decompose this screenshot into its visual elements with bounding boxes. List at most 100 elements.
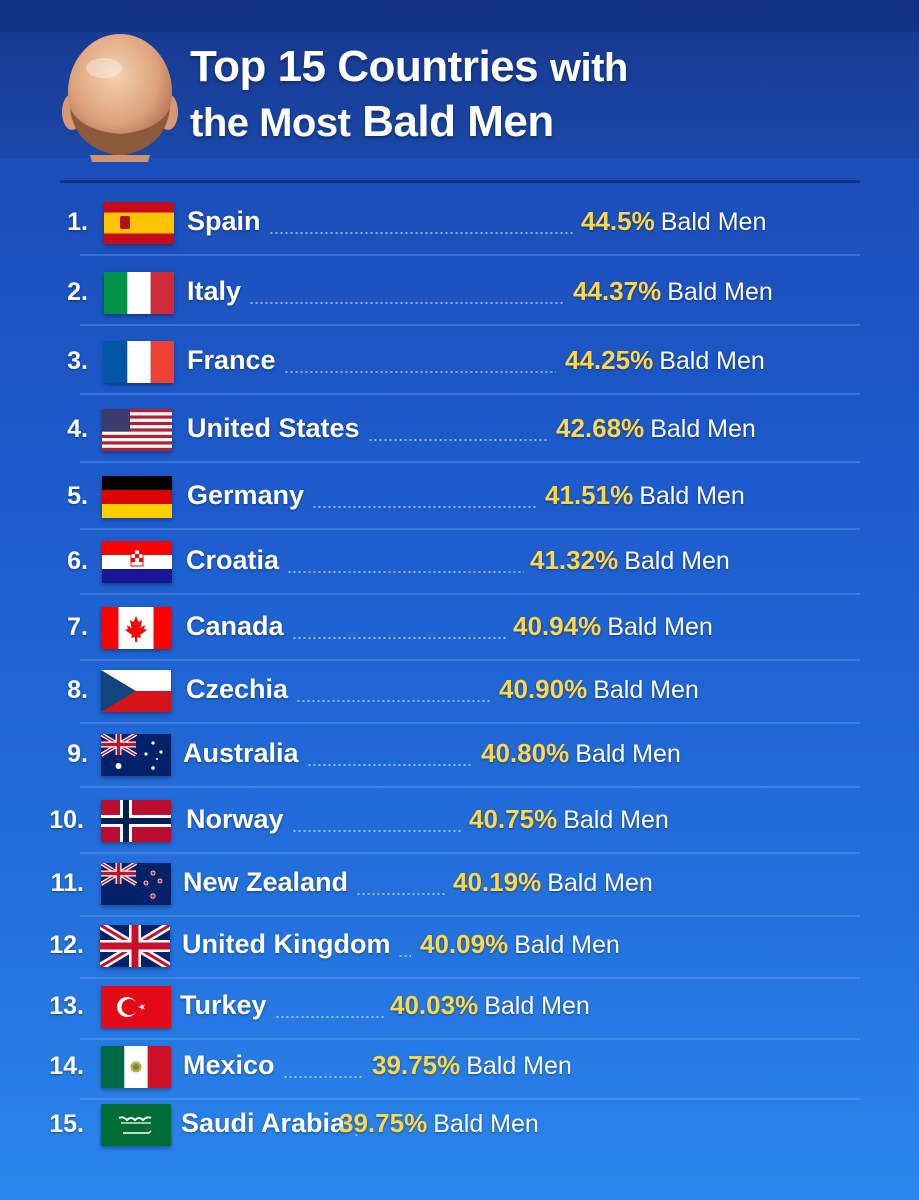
dot-leader [356, 893, 445, 895]
table-row: 11. New Zealand 40.19% Bald Men [0, 851, 919, 917]
percent-value: 40.03% [390, 990, 479, 1020]
unit-label: Bald Men [575, 740, 681, 768]
percent-value: 44.25% [565, 345, 654, 375]
row-divider [80, 722, 860, 724]
value-label: 40.19% Bald Men [453, 867, 653, 898]
table-row: 13. Turkey 40.03% Bald Men [0, 974, 919, 1040]
dot-leader [312, 506, 537, 508]
percent-value: 39.75% [372, 1050, 461, 1080]
value-label: 44.37% Bald Men [573, 276, 773, 307]
dot-leader [367, 439, 548, 441]
row-divider [80, 593, 860, 595]
dot-leader [268, 232, 573, 234]
table-row: 15. Saudi Arabia 39.75% Bald Men [0, 1092, 919, 1158]
country-name: New Zealand [183, 867, 349, 897]
dot-leader [274, 1016, 384, 1018]
dot-leader [306, 764, 472, 766]
value-label: 40.09% Bald Men [420, 929, 620, 960]
country-name: Croatia [186, 545, 280, 575]
rank-number: 5. [67, 482, 88, 510]
country-name: United States [187, 413, 360, 443]
rank-number: 10. [49, 806, 84, 834]
rank-number: 3. [67, 347, 88, 375]
value-label: 42.68% Bald Men [556, 413, 756, 444]
norway-flag [101, 800, 171, 842]
percent-value: 40.90% [499, 674, 588, 704]
unit-label: Bald Men [650, 415, 756, 443]
rank-number: 2. [67, 278, 88, 306]
country-name: Australia [183, 738, 299, 768]
unit-label: Bald Men [667, 278, 773, 306]
percent-value: 44.37% [573, 276, 662, 306]
italy-flag [104, 272, 174, 314]
title-line1: Top 15 Countries [190, 42, 539, 91]
percent-value: 40.09% [420, 929, 509, 959]
australia-flag [101, 734, 171, 776]
table-row: 5. Germany 41.51% Bald Men [0, 464, 919, 530]
table-row: 8. Czechia 40.90% Bald Men [0, 658, 919, 724]
country-name: United Kingdom [182, 929, 391, 959]
value-label: 40.03% Bald Men [390, 990, 590, 1021]
country-name: Saudi Arabia [181, 1108, 346, 1138]
value-label: 44.5% Bald Men [581, 206, 766, 237]
row-divider [80, 852, 860, 854]
percent-value: 40.19% [453, 867, 542, 897]
country-name: Canada [186, 611, 284, 641]
table-row: 1. Spain 44.5% Bald Men [0, 190, 919, 256]
percent-value: 39.75% [339, 1108, 428, 1138]
country-name: Norway [186, 804, 284, 834]
saudi-arabia-flag [101, 1104, 171, 1146]
usa-flag [102, 409, 172, 451]
unit-label: Bald Men [547, 869, 653, 897]
dot-leader [287, 571, 524, 573]
country-name: France [187, 345, 276, 375]
table-row: 12. United Kingdom 40.09% Bald Men [0, 913, 919, 979]
unit-label: Bald Men [659, 347, 765, 375]
row-divider [80, 528, 860, 530]
value-label: 40.94% Bald Men [513, 611, 713, 642]
value-label: 44.25% Bald Men [565, 345, 765, 376]
percent-value: 40.75% [469, 804, 558, 834]
row-divider [80, 786, 860, 788]
unit-label: Bald Men [624, 547, 730, 575]
row-divider [80, 1098, 860, 1100]
title-line2-prefix: the Most [190, 101, 351, 145]
value-label: 40.75% Bald Men [469, 804, 669, 835]
country-name: Czechia [186, 674, 289, 704]
turkey-flag [101, 986, 171, 1028]
czechia-flag [101, 670, 171, 712]
country-name: Turkey [180, 990, 267, 1020]
table-row: 6. Croatia 41.32% Bald Men [0, 529, 919, 595]
table-row: 9. Australia 40.80% Bald Men [0, 722, 919, 788]
percent-value: 40.94% [513, 611, 602, 641]
dot-leader [283, 371, 556, 373]
unit-label: Bald Men [563, 806, 669, 834]
rank-number: 13. [49, 992, 84, 1020]
unit-label: Bald Men [593, 676, 699, 704]
row-divider [80, 659, 860, 661]
france-flag [104, 341, 174, 383]
row-divider [80, 461, 860, 463]
dot-leader [249, 302, 565, 304]
value-label: 40.80% Bald Men [481, 738, 681, 769]
row-divider [80, 324, 860, 326]
rank-number: 1. [67, 208, 88, 236]
row-divider [80, 977, 860, 979]
dot-leader [354, 1134, 361, 1136]
percent-value: 42.68% [556, 413, 645, 443]
mexico-flag [101, 1046, 171, 1088]
page-title: Top 15 Countries with the Most Bald Men [190, 40, 750, 150]
table-row: 14. Mexico 39.75% Bald Men [0, 1034, 919, 1100]
dot-leader [291, 830, 462, 832]
percent-value: 40.80% [481, 738, 570, 768]
country-name: Mexico [183, 1050, 275, 1080]
title-line1-small: with [549, 46, 628, 90]
unit-label: Bald Men [433, 1110, 539, 1138]
country-name: Italy [187, 276, 242, 306]
spain-flag [104, 202, 174, 244]
germany-flag [102, 476, 172, 518]
value-label: 40.90% Bald Men [499, 674, 699, 705]
unit-label: Bald Men [639, 482, 745, 510]
table-row: 4. United States 42.68% Bald Men [0, 397, 919, 463]
unit-label: Bald Men [484, 992, 590, 1020]
